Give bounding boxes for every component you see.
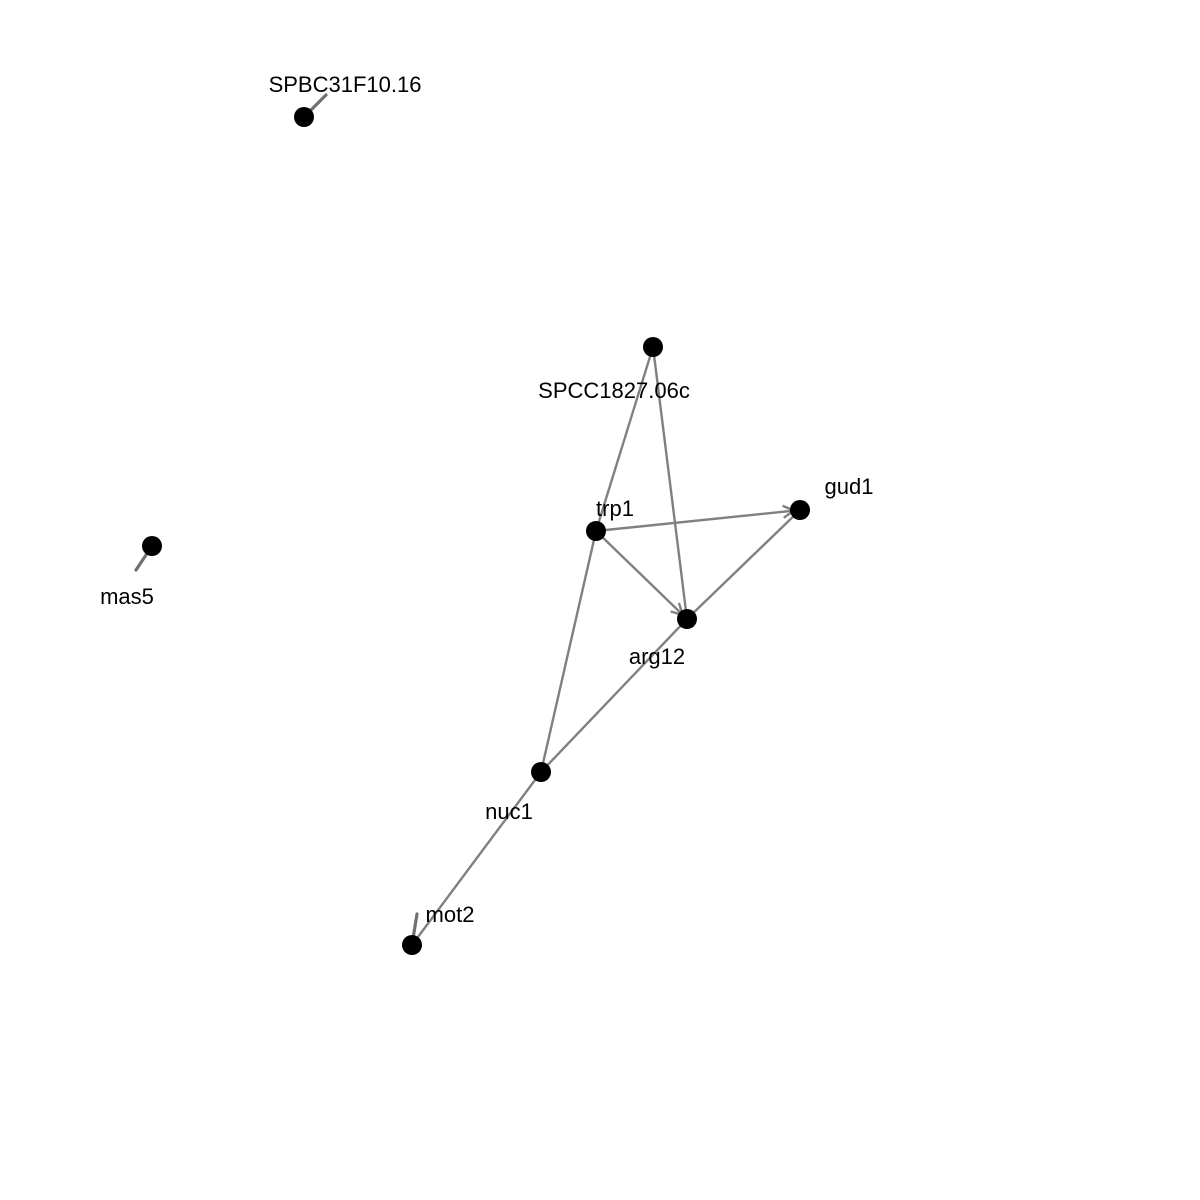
edge-spcc1827-06c-to-trp1	[594, 346, 655, 532]
node-label-arg12: arg12	[629, 644, 685, 669]
node-label-trp1: trp1	[596, 496, 634, 521]
edge-arg12-to-nuc1	[540, 618, 688, 773]
self-loops-layer	[134, 93, 419, 947]
edge-trp1-to-nuc1	[539, 530, 598, 773]
node-nuc1[interactable]	[531, 762, 551, 782]
nodes-layer	[142, 107, 810, 955]
edge-nuc1-to-mot2	[411, 771, 542, 946]
node-label-mas5: mas5	[100, 584, 154, 609]
edges-layer	[411, 346, 801, 946]
node-trp1[interactable]	[586, 521, 606, 541]
node-mot2[interactable]	[402, 935, 422, 955]
node-arg12[interactable]	[677, 609, 697, 629]
edge-trp1-to-gud1	[595, 508, 801, 533]
node-label-gud1: gud1	[825, 474, 874, 499]
edge-spcc1827-06c-to-arg12	[651, 346, 689, 620]
node-spbc31f10-16[interactable]	[294, 107, 314, 127]
node-spcc1827-06c[interactable]	[643, 337, 663, 357]
node-mas5[interactable]	[142, 536, 162, 556]
node-label-mot2: mot2	[426, 902, 475, 927]
node-gud1[interactable]	[790, 500, 810, 520]
node-label-spcc1827-06c: SPCC1827.06c	[538, 378, 690, 403]
edge-arg12-to-gud1	[686, 509, 801, 620]
edge-trp1-to-arg12	[595, 530, 688, 620]
labels-layer: SPBC31F10.16 SPCC1827.06c gud1 trp1 mas5 arg1…	[100, 72, 873, 927]
node-label-spbc31f10-16: SPBC31F10.16	[269, 72, 422, 97]
node-label-nuc1: nuc1	[485, 799, 533, 824]
